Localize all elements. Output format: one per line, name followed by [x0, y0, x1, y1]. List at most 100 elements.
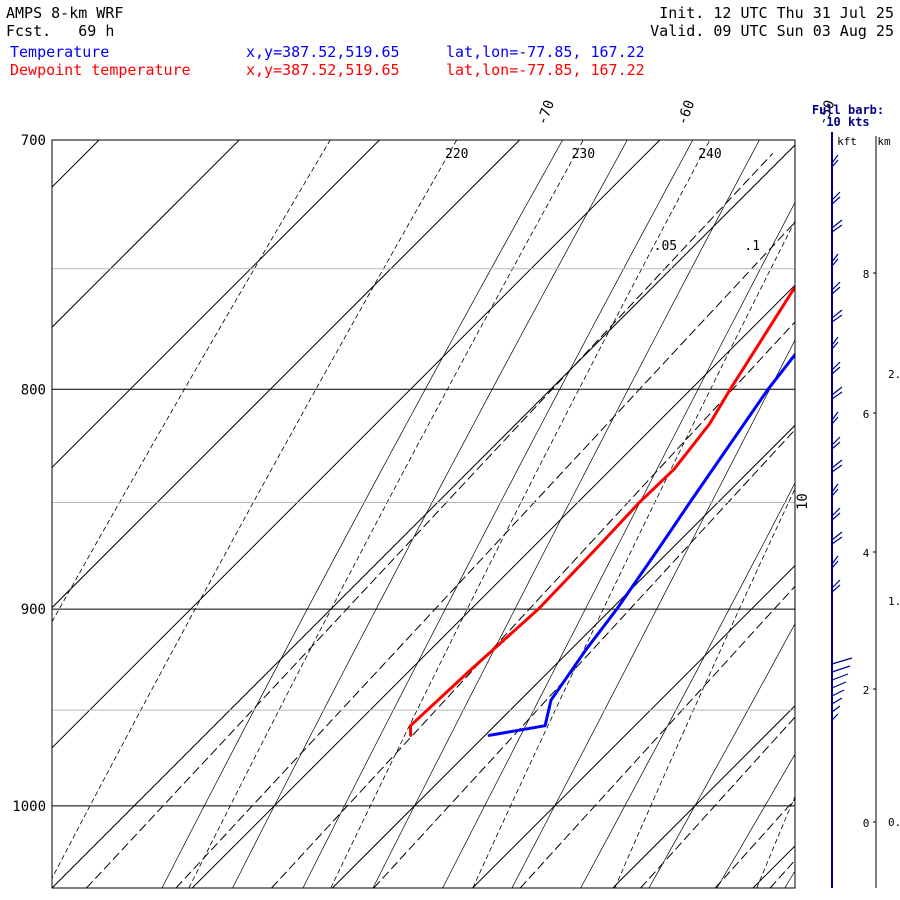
kft-tick-label: 2: [863, 684, 870, 697]
dewpoint-point: [638, 501, 641, 504]
wind-barb: [831, 584, 841, 593]
model-title: AMPS 8-km WRF: [6, 4, 124, 22]
saturated-adiabat-line: [442, 201, 795, 888]
saturated-adiabat-line: [232, 140, 628, 888]
legend-dewpoint-latlon: lat,lon=-77.85, 167.22: [446, 61, 645, 79]
dewpoint-point: [729, 388, 731, 391]
saturated-adiabat-line: [716, 753, 795, 888]
kft-tick-label: 0: [863, 817, 870, 830]
barb-key-title: Full barb:: [812, 103, 884, 117]
temperature-point: [842, 293, 844, 295]
wind-barb: [831, 361, 841, 371]
kft-tick-label: 4: [863, 547, 870, 560]
isotherm-line: [752, 845, 795, 888]
valid-time: Valid. 09 UTC Sun 03 Aug 25: [650, 22, 894, 40]
wind-barb: [831, 560, 839, 569]
pressure-tick-label: 800: [21, 382, 46, 398]
temperature-tick-label: -70: [534, 98, 558, 127]
legend-temperature-xy: x,y=387.52,519.65: [246, 43, 400, 61]
saturated-adiabat-line: [372, 140, 760, 888]
isotherm-line: [332, 424, 795, 888]
wind-barb: [831, 705, 841, 713]
isotherm-line: [52, 140, 520, 609]
dewpoint-point: [409, 734, 412, 737]
temperature-point: [616, 608, 618, 610]
kft-tick-label: 6: [863, 408, 870, 421]
wind-barb: [831, 309, 843, 319]
dewpoint-point: [708, 423, 711, 425]
wind-barb: [831, 366, 841, 375]
wind-barb: [831, 253, 839, 263]
dewpoint-point: [790, 292, 792, 295]
wind-barb: [831, 411, 839, 421]
saturated-adiabat-line: [161, 140, 563, 888]
km-tick-label: 2.: [888, 368, 900, 381]
temperature-tick-label: -60: [675, 98, 699, 127]
wind-barb: [831, 336, 839, 346]
forecast-label-text: Fcst.: [6, 22, 52, 40]
isotherm-line: [893, 140, 900, 888]
wind-barb: [831, 391, 843, 400]
wind-barb: [831, 154, 839, 164]
saturated-adiabat-line: [511, 339, 795, 888]
dry-adiabat-line: [614, 487, 795, 888]
wind-barb: [831, 436, 841, 446]
mixing-ratio-label: .05: [654, 239, 677, 254]
wind-barb: [831, 416, 839, 425]
mixing-ratio-label: .1: [744, 239, 760, 254]
temperature-point: [544, 724, 546, 727]
wind-barb: [831, 673, 849, 681]
wind-barb: [831, 531, 843, 541]
dewpoint-profile-line: [409, 284, 795, 737]
legend-temperature-name: Temperature: [10, 43, 110, 61]
forecast-label: Fcst. 69 h: [6, 22, 114, 40]
mixing-ratio-line: [373, 428, 795, 888]
isotherm-line: [52, 140, 380, 469]
dewpoint-point: [409, 724, 412, 727]
pressure-tick-label: 900: [21, 602, 46, 618]
wind-barb: [831, 191, 841, 201]
dewpoint-point: [469, 669, 471, 672]
wind-barb: [831, 281, 841, 291]
init-time: Init. 12 UTC Thu 31 Jul 25: [659, 4, 894, 22]
wind-barb: [831, 657, 853, 665]
wind-barb: [831, 512, 841, 521]
theta-label: 220: [445, 147, 468, 162]
dewpoint-point: [673, 468, 675, 471]
isotherm-line: [52, 140, 661, 749]
isotherm-line: [472, 564, 795, 888]
dry-adiabat-line: [52, 140, 458, 880]
legend-temperature-latlon: lat,lon=-77.85, 167.22: [446, 43, 645, 61]
saturated-adiabat-line: [302, 140, 694, 888]
isotherm-line: [52, 140, 240, 328]
saturated-adiabat-line: [648, 622, 795, 888]
wind-barb: [831, 665, 851, 673]
wind-barb: [831, 286, 841, 295]
km-axis-label: km: [877, 135, 891, 148]
saturated-adiabat-line: [580, 482, 795, 888]
pressure-tick-label: 1000: [12, 799, 46, 815]
mixing-ratio-line: [175, 221, 795, 888]
wind-barb: [831, 219, 843, 229]
wind-barb: [831, 579, 841, 589]
mixing-ratio-line: [271, 321, 795, 888]
wind-barb: [831, 507, 841, 517]
km-tick-label: 0.: [888, 816, 900, 829]
temperature-point: [488, 734, 490, 737]
wind-barb: [831, 196, 841, 205]
dry-adiabat-line: [472, 220, 795, 888]
wind-barb: [831, 224, 843, 233]
km-tick-label: 1.: [888, 595, 900, 608]
barb-key-units: 10 kts: [826, 115, 869, 129]
theta-label: 240: [698, 147, 721, 162]
pressure-tick-label: 700: [21, 133, 46, 149]
wind-barb: [831, 697, 843, 705]
temperature-point: [550, 699, 552, 701]
theta-label: 230: [572, 147, 595, 162]
dewpoint-point: [598, 545, 600, 547]
wind-barb: [831, 314, 843, 323]
legend-dewpoint-name: Dewpoint temperature: [10, 61, 191, 79]
wind-barb: [831, 341, 839, 350]
wind-barb: [831, 441, 841, 450]
